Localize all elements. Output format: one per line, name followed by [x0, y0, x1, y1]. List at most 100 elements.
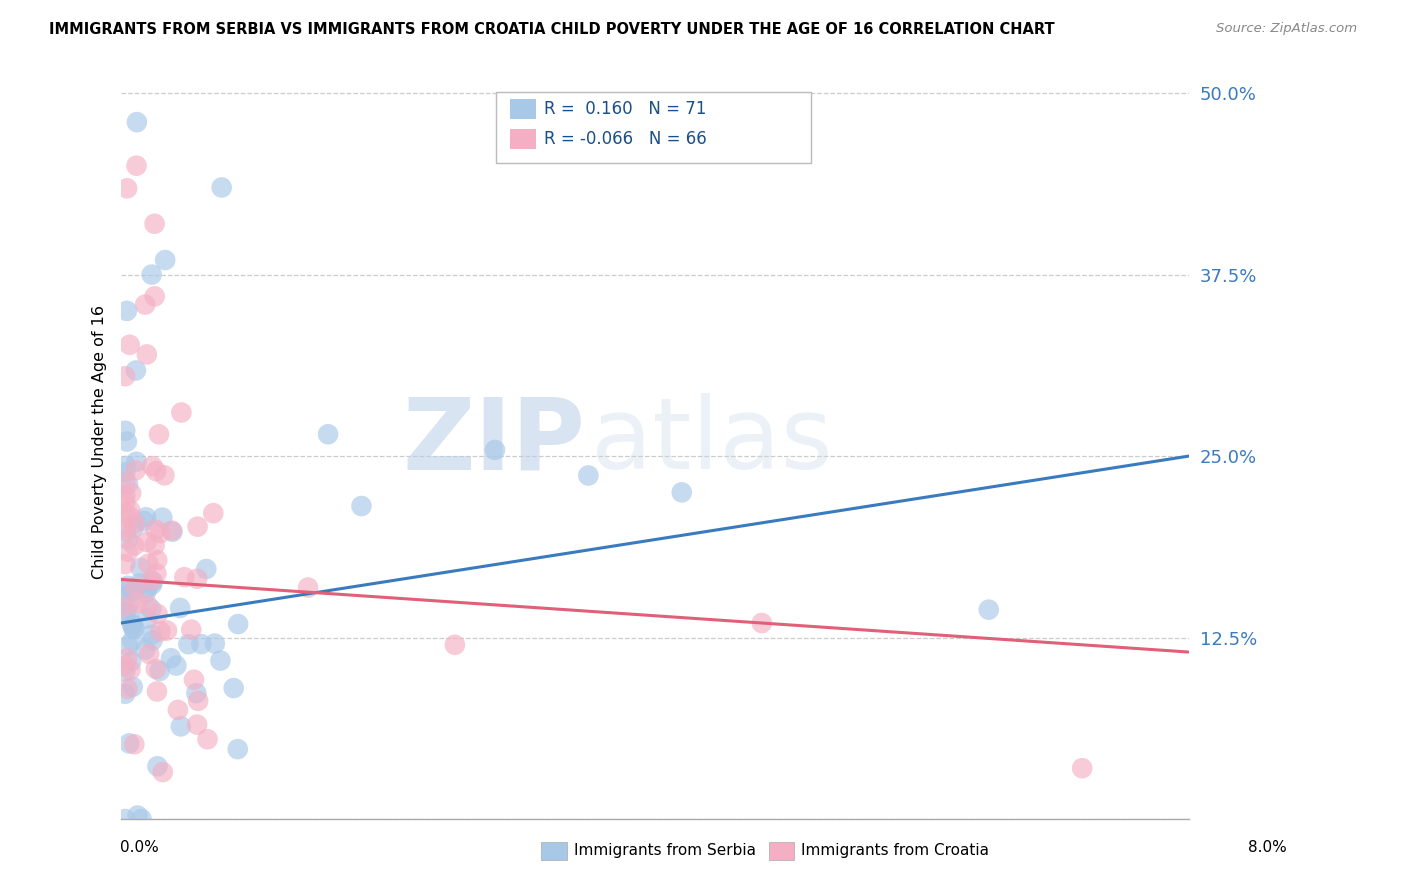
Point: [124, 622, 146, 636]
Point: [124, 463, 146, 477]
Point: [114, 664, 136, 678]
Point: [186, 572, 208, 586]
Point: [114, 489, 136, 503]
Text: IMMIGRANTS FROM SERBIA VS IMMIGRANTS FROM CROATIA CHILD POVERTY UNDER THE AGE OF: IMMIGRANTS FROM SERBIA VS IMMIGRANTS FRO…: [49, 22, 1054, 37]
Point: [167, 703, 190, 717]
Point: [143, 538, 166, 552]
Point: [114, 557, 136, 571]
Point: [143, 217, 166, 231]
Point: [204, 637, 226, 651]
Point: [117, 579, 139, 593]
Point: [129, 561, 152, 575]
Point: [125, 159, 148, 173]
Point: [183, 673, 205, 687]
Point: [127, 808, 149, 822]
Point: [444, 638, 467, 652]
Point: [120, 663, 142, 677]
Point: [153, 468, 176, 483]
Point: [114, 424, 136, 438]
Point: [195, 562, 218, 576]
Point: [114, 599, 136, 614]
Point: [136, 611, 159, 625]
Point: [141, 459, 163, 474]
Point: [209, 654, 232, 668]
Text: Source: ZipAtlas.com: Source: ZipAtlas.com: [1216, 22, 1357, 36]
Point: [145, 566, 167, 581]
Point: [170, 719, 193, 733]
Point: [129, 576, 152, 591]
Point: [226, 742, 249, 756]
Point: [114, 606, 136, 620]
Point: [120, 486, 142, 500]
Point: [146, 607, 169, 621]
Point: [146, 759, 169, 773]
Point: [135, 535, 157, 549]
Point: [751, 615, 773, 630]
Point: [125, 115, 148, 129]
Text: 0.0%: 0.0%: [120, 840, 159, 855]
Point: [197, 732, 219, 747]
Point: [122, 584, 145, 599]
Point: [120, 503, 142, 517]
Point: [127, 596, 149, 610]
Point: [135, 347, 157, 361]
Point: [141, 268, 163, 282]
Point: [135, 510, 157, 524]
Point: [118, 606, 141, 620]
Point: [180, 623, 202, 637]
Point: [484, 442, 506, 457]
Point: [114, 465, 136, 479]
Point: [170, 405, 193, 419]
Point: [115, 304, 138, 318]
Point: [115, 181, 138, 195]
Point: [160, 524, 183, 538]
Point: [165, 658, 187, 673]
Point: [124, 516, 146, 531]
Point: [222, 681, 245, 695]
Point: [124, 737, 146, 751]
Point: [125, 363, 148, 377]
Point: [121, 617, 143, 632]
Point: [138, 647, 160, 661]
Point: [156, 624, 179, 638]
Point: [117, 545, 139, 559]
Point: [117, 681, 139, 696]
Point: [190, 637, 212, 651]
Point: [177, 637, 200, 651]
Point: [202, 506, 225, 520]
Point: [146, 684, 169, 698]
Point: [114, 589, 136, 603]
Point: [211, 180, 233, 194]
Point: [131, 812, 153, 826]
Point: [117, 639, 139, 653]
Point: [146, 553, 169, 567]
Point: [186, 717, 208, 731]
Point: [114, 495, 136, 509]
Point: [114, 475, 136, 490]
Point: [117, 533, 139, 547]
Point: [142, 574, 165, 589]
Point: [115, 651, 138, 665]
Point: [141, 633, 163, 648]
Point: [316, 427, 339, 442]
Point: [149, 526, 172, 541]
Text: R = -0.066   N = 66: R = -0.066 N = 66: [544, 130, 707, 148]
Point: [115, 434, 138, 449]
Point: [114, 582, 136, 596]
Point: [141, 628, 163, 642]
Point: [118, 509, 141, 524]
Point: [125, 455, 148, 469]
Point: [115, 458, 138, 473]
Point: [117, 477, 139, 491]
Text: Immigrants from Croatia: Immigrants from Croatia: [801, 844, 990, 858]
Point: [124, 581, 146, 595]
Point: [115, 524, 138, 539]
Point: [118, 338, 141, 352]
Point: [122, 622, 145, 636]
Point: [114, 658, 136, 673]
Point: [187, 519, 209, 533]
Point: [134, 642, 156, 657]
Point: [134, 298, 156, 312]
Point: [671, 485, 693, 500]
Point: [169, 601, 191, 615]
